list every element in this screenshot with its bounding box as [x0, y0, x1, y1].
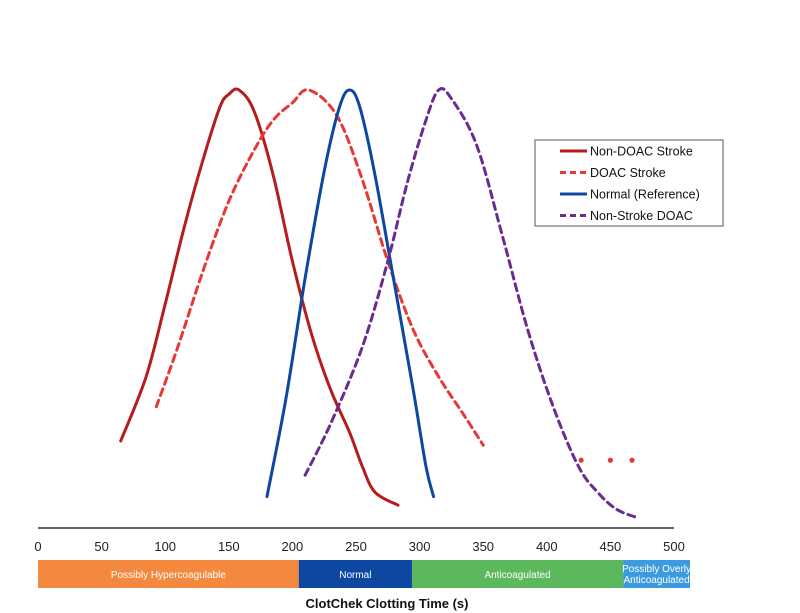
- x-tick-label-450: 450: [600, 539, 622, 554]
- band-anticoagulated: [411, 560, 624, 588]
- legend-item-doac-stroke: DOAC Stroke: [560, 166, 666, 180]
- markers-layer: [578, 457, 635, 463]
- x-tick-label-300: 300: [409, 539, 431, 554]
- band-normal: [298, 560, 412, 588]
- series-line-doac-stroke: [154, 88, 485, 447]
- legend-box: [534, 139, 724, 227]
- legend-item-non-stroke-doac: Non-Stroke DOAC: [560, 209, 693, 223]
- x-tick-labels: 0 50 100 150 200 250 300 350 400 450 500: [34, 539, 684, 554]
- series-line-non-stroke-doac: [303, 87, 640, 520]
- x-tick-label-0: 0: [34, 539, 41, 554]
- legend-item-normal-reference: Normal (Reference): [560, 188, 700, 202]
- band-possibly-hypercoagulable: [38, 560, 299, 588]
- legend-items: Non-DOAC Stroke DOAC Stroke Normal (Refere…: [560, 145, 700, 223]
- x-tick-label-500: 500: [663, 539, 685, 554]
- marker-point-3: [629, 457, 635, 463]
- x-tick-label-350: 350: [472, 539, 494, 554]
- x-tick-label-400: 400: [536, 539, 558, 554]
- series-line-non-doac-stroke: [119, 87, 400, 507]
- marker-point-1: [578, 457, 584, 463]
- x-axis-title: ClotChek Clotting Time (s): [306, 596, 469, 611]
- x-tick-label-50: 50: [94, 539, 108, 554]
- x-tick-label-150: 150: [218, 539, 240, 554]
- legend-label: Normal (Reference): [590, 188, 700, 202]
- band-label-anticoagulated: Anticoagulated: [484, 570, 550, 581]
- interpretation-bands: Possibly Hypercoagulable Normal Anticoagul…: [38, 560, 691, 588]
- x-tick-label-100: 100: [154, 539, 176, 554]
- legend: Non-DOAC Stroke DOAC Stroke Normal (Refere…: [534, 139, 724, 227]
- x-tick-label-250: 250: [345, 539, 367, 554]
- legend-label: Non-Stroke DOAC: [590, 209, 693, 223]
- legend-label: Non-DOAC Stroke: [590, 145, 693, 159]
- legend-label: DOAC Stroke: [590, 166, 666, 180]
- band-possibly-overly-anticoagulated: [623, 560, 690, 588]
- legend-item-non-doac-stroke: Non-DOAC Stroke: [560, 145, 693, 159]
- series-line-normal-reference: [265, 88, 436, 499]
- curves-layer: [119, 87, 640, 520]
- marker-point-2: [607, 457, 614, 463]
- x-tick-label-200: 200: [282, 539, 304, 554]
- band-label-normal: Normal: [339, 570, 371, 581]
- band-label-possibly-overly-anticoagulated: Possibly Overly Anticoagulated: [622, 564, 691, 586]
- band-label-possibly-hypercoagulable: Possibly Hypercoagulable: [111, 570, 227, 581]
